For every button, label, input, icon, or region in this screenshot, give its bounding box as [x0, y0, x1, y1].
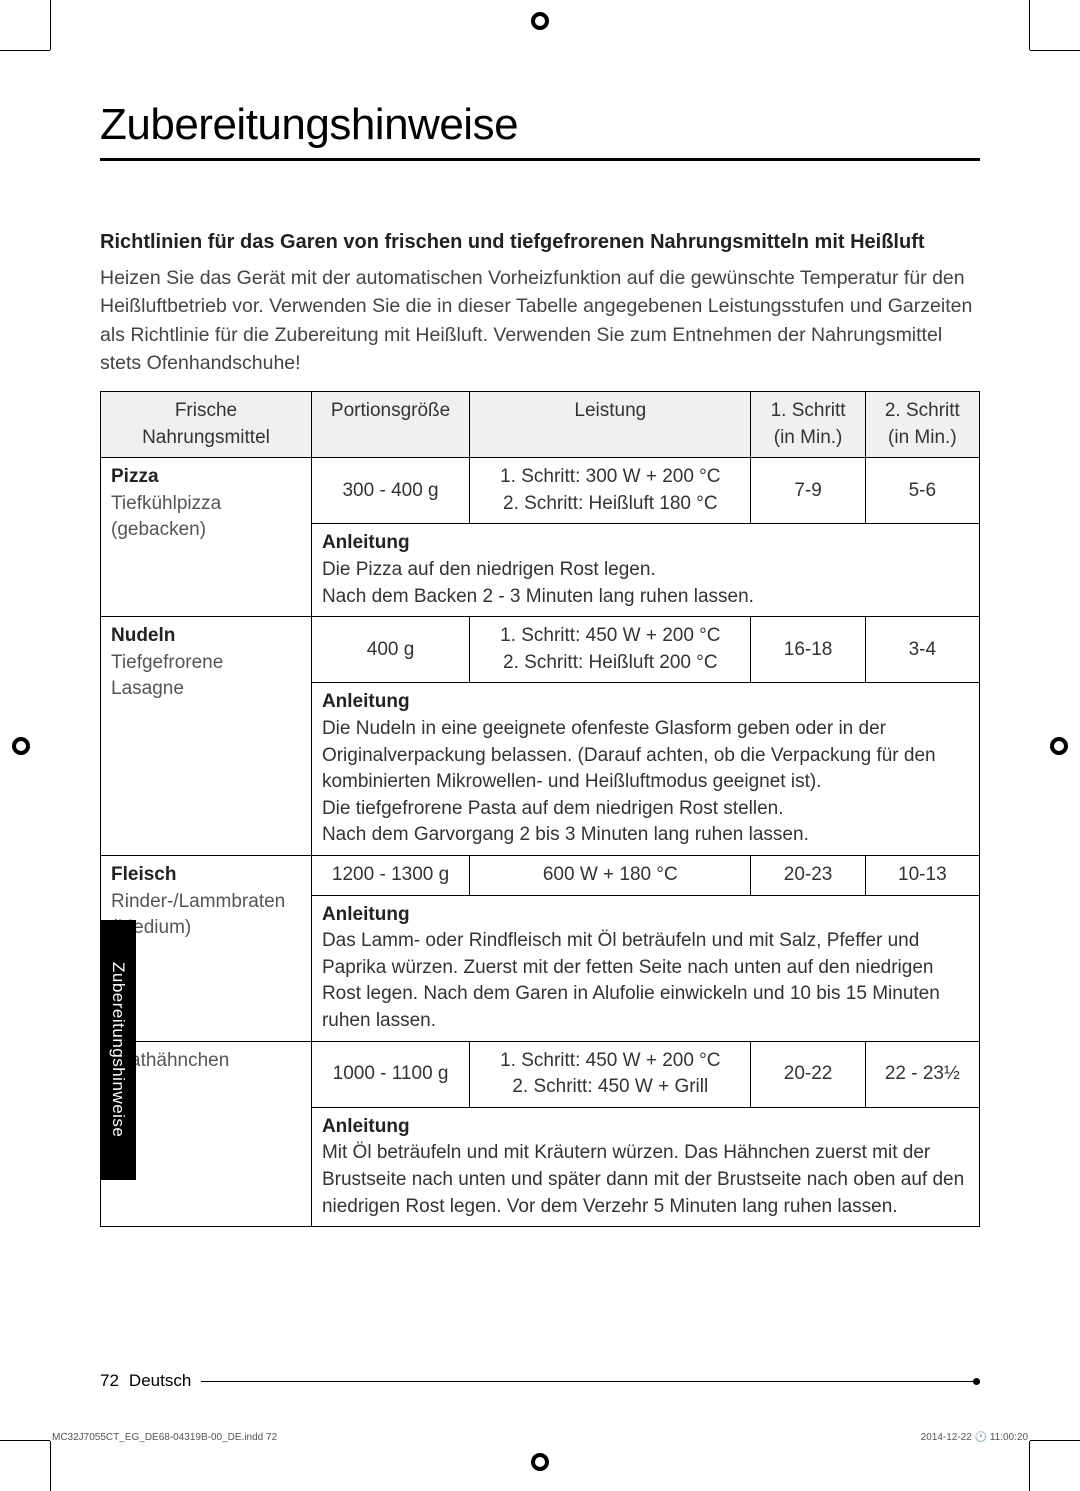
crop-mark: [1029, 0, 1030, 50]
side-tab: Zubereitungshinweise: [100, 920, 136, 1180]
cell-power: 600 W + 180 °C: [470, 855, 751, 895]
registration-mark-right: [1050, 737, 1068, 755]
cell-portion: 400 g: [311, 617, 469, 683]
crop-mark: [1030, 50, 1080, 51]
registration-mark-left: [12, 737, 30, 755]
cell-instructions: AnleitungDie Pizza auf den niedrigen Ros…: [311, 524, 979, 617]
page-title: Zubereitungshinweise: [100, 100, 980, 161]
cell-power: 1. Schritt: 300 W + 200 °C2. Schritt: He…: [470, 458, 751, 524]
cell-portion: 1200 - 1300 g: [311, 855, 469, 895]
table-row: PizzaTiefkühlpizza (gebacken)300 - 400 g…: [101, 458, 980, 524]
cell-step1: 7-9: [751, 458, 865, 524]
cell-instructions: AnleitungMit Öl beträufeln und mit Kräut…: [311, 1107, 979, 1226]
cell-step2: 22 - 23½: [865, 1041, 979, 1107]
th-power: Leistung: [470, 392, 751, 458]
crop-mark: [50, 1441, 51, 1491]
cell-step2: 10-13: [865, 855, 979, 895]
section-title: Richtlinien für das Garen von frischen u…: [100, 231, 980, 254]
page-footer: 72 Deutsch: [100, 1371, 980, 1391]
cell-step1: 16-18: [751, 617, 865, 683]
registration-mark-bottom: [531, 1453, 549, 1471]
crop-mark: [50, 0, 51, 50]
th-step2-a: 2. Schritt: [885, 400, 960, 421]
th-food: Frische Nahrungsmittel: [101, 392, 312, 458]
cell-step1: 20-22: [751, 1041, 865, 1107]
footer-rule: [201, 1381, 980, 1382]
print-meta-right: 2014-12-22 🕐 11:00:20: [921, 1432, 1028, 1443]
th-step1-b: (in Min.): [774, 427, 843, 448]
cell-step2: 5-6: [865, 458, 979, 524]
page-number: 72: [100, 1371, 119, 1391]
crop-mark: [0, 50, 50, 51]
intro-text: Heizen Sie das Gerät mit der automatisch…: [100, 264, 980, 377]
cell-step2: 3-4: [865, 617, 979, 683]
cell-food: NudelnTiefgefrorene Lasagne: [101, 617, 312, 856]
crop-mark: [0, 1440, 50, 1441]
cell-power: 1. Schritt: 450 W + 200 °C2. Schritt: 45…: [470, 1041, 751, 1107]
crop-mark: [1029, 1441, 1030, 1491]
th-step1-a: 1. Schritt: [771, 400, 846, 421]
th-food-b: Nahrungsmittel: [142, 427, 270, 448]
footer-language: Deutsch: [129, 1371, 191, 1391]
table-row: Brathähnchen1000 - 1100 g1. Schritt: 450…: [101, 1041, 980, 1107]
th-step1: 1. Schritt (in Min.): [751, 392, 865, 458]
page-content: Zubereitungshinweise Richtlinien für das…: [100, 100, 980, 1391]
th-food-a: Frische: [175, 400, 237, 421]
table-row: FleischRinder-/Lammbraten (Medium)1200 -…: [101, 855, 980, 895]
cell-step1: 20-23: [751, 855, 865, 895]
cooking-table: Frische Nahrungsmittel Portionsgröße Lei…: [100, 391, 980, 1227]
cell-food: PizzaTiefkühlpizza (gebacken): [101, 458, 312, 617]
crop-mark: [1030, 1440, 1080, 1441]
th-step2-b: (in Min.): [888, 427, 957, 448]
cell-power: 1. Schritt: 450 W + 200 °C2. Schritt: He…: [470, 617, 751, 683]
cell-portion: 300 - 400 g: [311, 458, 469, 524]
th-portion: Portionsgröße: [311, 392, 469, 458]
cell-portion: 1000 - 1100 g: [311, 1041, 469, 1107]
registration-mark-top: [531, 12, 549, 30]
th-step2: 2. Schritt (in Min.): [865, 392, 979, 458]
cell-instructions: AnleitungDas Lamm- oder Rindfleisch mit …: [311, 895, 979, 1041]
cell-instructions: AnleitungDie Nudeln in eine geeignete of…: [311, 683, 979, 856]
print-meta-left: MC32J7055CT_EG_DE68-04319B-00_DE.indd 72: [52, 1432, 277, 1443]
table-row: NudelnTiefgefrorene Lasagne400 g1. Schri…: [101, 617, 980, 683]
